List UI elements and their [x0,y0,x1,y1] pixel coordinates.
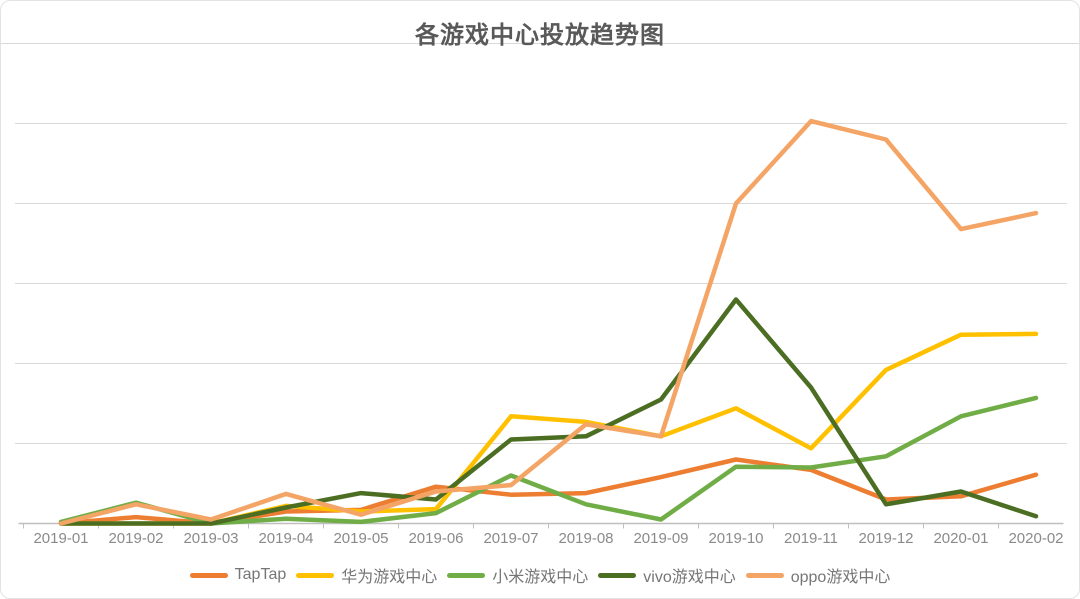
legend-item-华为游戏中心: 华为游戏中心 [296,563,437,587]
legend-line-swatch-icon [296,572,335,578]
series-line-vivo游戏中心 [58,297,1039,526]
legend-line-swatch-icon [189,572,228,578]
series-line-oppo游戏中心 [58,118,1039,526]
legend-line-swatch-icon [598,572,637,578]
legend-item-oppo游戏中心: oppo游戏中心 [745,563,891,587]
legend-label: oppo游戏中心 [790,569,891,586]
chart-title: 各游戏中心投放趋势图 [415,22,665,49]
legend-label: TapTap [234,566,287,583]
series-lines [58,118,1039,526]
legend-label: vivo游戏中心 [643,569,736,586]
legend-line-swatch-icon [447,572,486,578]
legend-item-vivo游戏中心: vivo游戏中心 [598,563,736,587]
legend-line-swatch-icon [745,572,784,578]
legend-label: 小米游戏中心 [492,569,589,586]
gridlines [1,43,1079,444]
legend-label: 华为游戏中心 [341,569,438,586]
legend-item-小米游戏中心: 小米游戏中心 [447,563,588,587]
chart-legend: TapTap 华为游戏中心 小米游戏中心 vivo游戏中心 oppo游戏中心 [1,563,1079,587]
legend-item-TapTap: TapTap [189,566,287,584]
